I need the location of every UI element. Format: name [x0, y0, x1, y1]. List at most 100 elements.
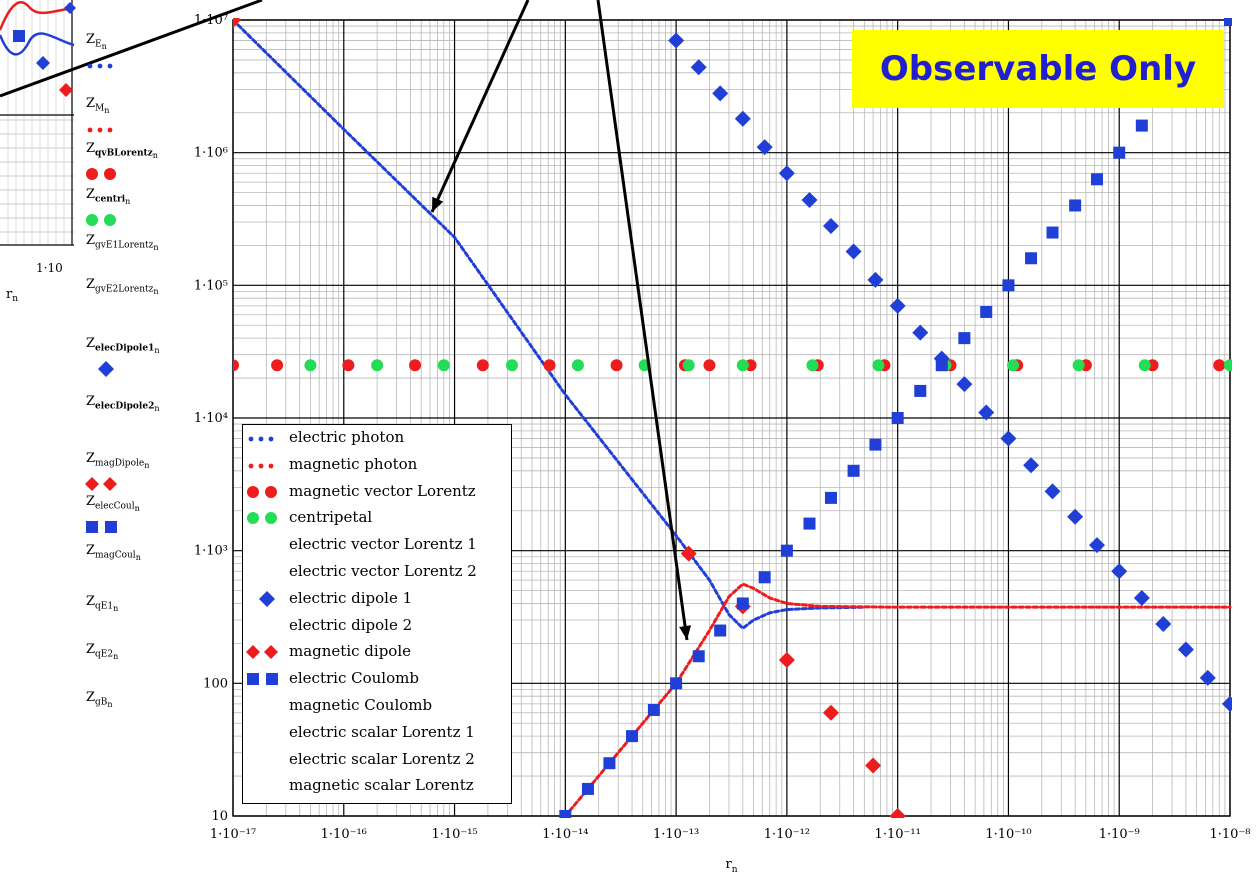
y-variable-label: ZgvE2Lorentzn	[86, 277, 159, 296]
legend-label: electric dipole 1	[289, 588, 413, 607]
data-point	[780, 544, 793, 557]
plot-area	[233, 18, 1232, 818]
annotation-arrows	[430, 0, 692, 641]
data-point	[980, 305, 993, 318]
legend-marker-dot-red	[87, 127, 113, 133]
marker-diamond	[98, 361, 114, 377]
legend-item: electric vector Lorentz 2	[243, 561, 511, 583]
data-point	[847, 464, 860, 477]
data-point	[543, 359, 556, 372]
legend-marker-diamond-blue	[98, 361, 114, 377]
legend-marker-circle-green	[86, 214, 116, 226]
data-point	[758, 571, 771, 584]
y-variable-label: ZEn	[86, 32, 107, 51]
legend-item: electric scalar Lorentz 2	[243, 749, 511, 771]
data-point	[1133, 589, 1150, 606]
y-label-marker	[84, 209, 124, 233]
legend-item: electric Coulomb	[243, 668, 511, 690]
legend-marker-diamond-blue	[259, 590, 275, 607]
inset-curve-blue	[0, 32, 75, 56]
data-point	[682, 359, 695, 372]
data-point	[559, 810, 572, 818]
legend-marker-dot-blue	[248, 436, 274, 442]
data-point	[1023, 457, 1040, 474]
y-variable-label: ZgBn	[86, 690, 113, 709]
data-point	[778, 165, 795, 182]
data-point	[869, 438, 882, 451]
legend-label: electric photon	[289, 428, 405, 446]
inset-diamond	[64, 2, 76, 14]
marker-diamond	[246, 645, 260, 660]
x-tick-label: 1·10⁻¹³	[653, 827, 699, 842]
x-tick-label: 1·10⁻¹²	[764, 827, 810, 842]
data-point	[822, 704, 839, 721]
series-magnetic-photon	[563, 582, 1232, 818]
legend-item: magnetic Coulomb	[243, 695, 511, 717]
data-point	[581, 782, 594, 795]
y-variable-label: ZelecDipole2n	[86, 394, 160, 413]
marker-diamond	[103, 477, 117, 491]
data-point	[914, 384, 927, 397]
data-point	[1002, 279, 1015, 292]
data-point	[1138, 359, 1151, 372]
y-variable-label: ZqE1n	[86, 594, 119, 613]
data-point	[891, 412, 904, 424]
y-variable-label: ZelecDipole1n	[86, 336, 160, 355]
data-point	[1155, 616, 1172, 633]
legend-label: magnetic dipole	[289, 642, 412, 661]
y-tick-label: 1·10³	[194, 544, 228, 559]
data-point	[1072, 359, 1085, 372]
marker-diamond	[85, 477, 99, 491]
y-variable-label: ZgvE1Lorentzn	[86, 233, 159, 252]
grid	[232, 19, 1231, 817]
inset-diamond	[59, 83, 73, 97]
legend-marker-diamond-red	[85, 477, 117, 491]
legend-item: magnetic scalar Lorentz	[243, 775, 511, 797]
chart-legend: electric photon magnetic photon magnetic v…	[242, 424, 512, 804]
data-point	[734, 110, 751, 127]
y-tick-label: 100	[203, 676, 228, 691]
data-point	[712, 85, 729, 102]
inset-connector-line	[0, 0, 263, 98]
data-point	[1113, 146, 1126, 159]
data-point	[1067, 508, 1084, 525]
data-point	[371, 359, 384, 372]
data-point	[690, 59, 707, 76]
arrow-line	[430, 0, 530, 213]
inset-x-tick: 1·10	[36, 261, 63, 275]
data-point	[603, 757, 616, 770]
data-point	[1090, 173, 1103, 186]
x-tick-label: 1·10⁻¹¹	[875, 827, 921, 842]
y-label-marker	[84, 54, 124, 78]
marker-diamond	[264, 645, 278, 660]
y-tick-label: 10	[211, 809, 228, 824]
series-centripetal	[304, 359, 1232, 372]
data-point	[680, 545, 697, 562]
observable-only-badge: Observable Only	[852, 30, 1224, 108]
data-point	[304, 359, 317, 372]
y-variable-label: ZqE2n	[86, 642, 119, 661]
legend-item: centripetal	[243, 507, 511, 529]
data-point	[912, 324, 929, 341]
data-point	[778, 651, 795, 668]
data-point	[692, 650, 705, 663]
plot-frame	[232, 19, 1231, 817]
data-point	[865, 757, 882, 774]
legend-label: electric Coulomb	[289, 669, 419, 688]
data-point	[978, 404, 995, 421]
data-point	[342, 359, 355, 372]
data-point	[409, 359, 422, 372]
data-point	[1007, 359, 1020, 372]
y-variable-label: ZmagCouln	[86, 543, 141, 562]
legend-item: electric photon	[243, 427, 511, 449]
y-variable-label: ZmagDipolen	[86, 451, 150, 470]
inset-curve-red	[0, 1, 75, 31]
data-point	[668, 32, 685, 49]
data-point	[505, 359, 518, 372]
x-tick-label: 1·10⁻⁹	[1099, 827, 1140, 842]
x-tick-label: 1·10⁻⁸	[1209, 827, 1250, 842]
data-point	[233, 18, 241, 28]
data-point	[1224, 359, 1232, 372]
data-point	[271, 359, 284, 372]
